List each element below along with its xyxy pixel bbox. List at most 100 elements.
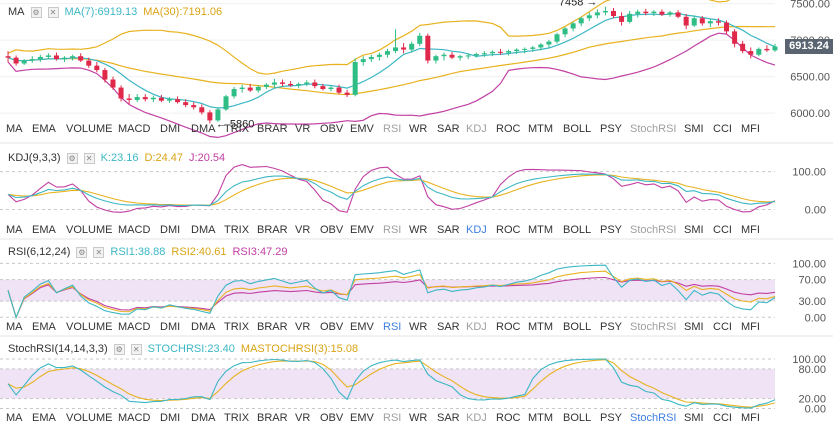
- tab-vr[interactable]: VR: [295, 224, 311, 236]
- tab-cci[interactable]: CCI: [713, 123, 732, 135]
- tab-psy[interactable]: PSY: [600, 321, 623, 333]
- tab-ema[interactable]: EMA: [32, 321, 56, 333]
- tab-brar[interactable]: BRAR: [257, 123, 288, 135]
- tab-stochrsi[interactable]: StochRSI: [630, 123, 677, 135]
- tab-mfi[interactable]: MFI: [741, 123, 760, 135]
- tab-boll[interactable]: BOLL: [563, 224, 592, 236]
- tab-ma[interactable]: MA: [6, 123, 23, 135]
- tab-sar[interactable]: SAR: [437, 224, 460, 236]
- tab-smi[interactable]: SMI: [684, 321, 704, 333]
- tab-brar[interactable]: BRAR: [257, 412, 288, 424]
- tab-stochrsi[interactable]: StochRSI: [630, 412, 677, 424]
- tab-boll[interactable]: BOLL: [563, 123, 592, 135]
- tab-vr[interactable]: VR: [295, 412, 311, 424]
- tab-obv[interactable]: OBV: [320, 123, 344, 135]
- tab-mfi[interactable]: MFI: [741, 412, 760, 424]
- tab-wr[interactable]: WR: [409, 412, 428, 424]
- close-icon[interactable]: ✕: [130, 343, 142, 355]
- tab-smi[interactable]: SMI: [684, 224, 704, 236]
- tab-macd[interactable]: MACD: [118, 321, 151, 333]
- tab-dma[interactable]: DMA: [191, 224, 216, 236]
- settings-icon[interactable]: ⚙: [113, 343, 125, 355]
- tab-emv[interactable]: EMV: [350, 123, 374, 135]
- tab-volume[interactable]: VOLUME: [66, 321, 113, 333]
- close-icon[interactable]: ✕: [47, 6, 59, 18]
- tab-ema[interactable]: EMA: [32, 224, 56, 236]
- tab-sar[interactable]: SAR: [437, 412, 460, 424]
- tab-volume[interactable]: VOLUME: [66, 412, 113, 424]
- tab-dma[interactable]: DMA: [191, 123, 216, 135]
- tab-psy[interactable]: PSY: [600, 224, 623, 236]
- tab-kdj[interactable]: KDJ: [466, 321, 487, 333]
- tab-roc[interactable]: ROC: [496, 224, 521, 236]
- tab-psy[interactable]: PSY: [600, 123, 623, 135]
- tab-cci[interactable]: CCI: [713, 224, 732, 236]
- tab-rsi[interactable]: RSI: [383, 321, 402, 333]
- tab-cci[interactable]: CCI: [713, 412, 732, 424]
- tab-roc[interactable]: ROC: [496, 412, 521, 424]
- tab-mfi[interactable]: MFI: [741, 224, 760, 236]
- tab-dma[interactable]: DMA: [191, 321, 216, 333]
- close-icon[interactable]: ✕: [83, 152, 95, 164]
- tab-macd[interactable]: MACD: [118, 123, 151, 135]
- tab-sar[interactable]: SAR: [437, 321, 460, 333]
- tab-dmi[interactable]: DMI: [160, 412, 181, 424]
- tab-wr[interactable]: WR: [409, 224, 428, 236]
- tab-mtm[interactable]: MTM: [528, 412, 554, 424]
- tab-brar[interactable]: BRAR: [257, 321, 288, 333]
- tab-mtm[interactable]: MTM: [528, 224, 554, 236]
- tab-dmi[interactable]: DMI: [160, 224, 181, 236]
- tab-trix[interactable]: TRIX: [224, 224, 250, 236]
- tab-ma[interactable]: MA: [6, 321, 23, 333]
- tab-psy[interactable]: PSY: [600, 412, 623, 424]
- tab-kdj[interactable]: KDJ: [466, 412, 487, 424]
- tab-wr[interactable]: WR: [409, 123, 428, 135]
- tab-cci[interactable]: CCI: [713, 321, 732, 333]
- tab-obv[interactable]: OBV: [320, 412, 344, 424]
- tab-mfi[interactable]: MFI: [741, 321, 760, 333]
- tab-ma[interactable]: MA: [6, 412, 23, 424]
- settings-icon[interactable]: ⚙: [76, 246, 88, 258]
- tab-ema[interactable]: EMA: [32, 123, 56, 135]
- tab-smi[interactable]: SMI: [684, 412, 704, 424]
- tab-emv[interactable]: EMV: [350, 224, 374, 236]
- tab-dmi[interactable]: DMI: [160, 123, 181, 135]
- tab-wr[interactable]: WR: [409, 321, 428, 333]
- tab-roc[interactable]: ROC: [496, 321, 521, 333]
- tab-kdj[interactable]: KDJ: [466, 123, 487, 135]
- tab-macd[interactable]: MACD: [118, 412, 151, 424]
- settings-icon[interactable]: ⚙: [30, 6, 42, 18]
- tab-dma[interactable]: DMA: [191, 412, 216, 424]
- close-icon[interactable]: ✕: [93, 246, 105, 258]
- settings-icon[interactable]: ⚙: [66, 152, 78, 164]
- tab-stochrsi[interactable]: StochRSI: [630, 321, 677, 333]
- tab-emv[interactable]: EMV: [350, 321, 374, 333]
- tab-emv[interactable]: EMV: [350, 412, 374, 424]
- tab-vr[interactable]: VR: [295, 321, 311, 333]
- tab-kdj[interactable]: KDJ: [466, 224, 487, 236]
- tab-brar[interactable]: BRAR: [257, 224, 288, 236]
- tab-macd[interactable]: MACD: [118, 224, 151, 236]
- tab-ema[interactable]: EMA: [32, 412, 56, 424]
- tab-trix[interactable]: TRIX: [224, 412, 250, 424]
- tab-vr[interactable]: VR: [295, 123, 311, 135]
- tab-dmi[interactable]: DMI: [160, 321, 181, 333]
- tab-rsi[interactable]: RSI: [383, 224, 402, 236]
- tab-boll[interactable]: BOLL: [563, 321, 592, 333]
- tab-rsi[interactable]: RSI: [383, 412, 402, 424]
- tab-mtm[interactable]: MTM: [528, 123, 554, 135]
- tab-rsi[interactable]: RSI: [383, 123, 402, 135]
- tab-mtm[interactable]: MTM: [528, 321, 554, 333]
- tab-stochrsi[interactable]: StochRSI: [630, 224, 677, 236]
- tab-boll[interactable]: BOLL: [563, 412, 592, 424]
- tab-smi[interactable]: SMI: [684, 123, 704, 135]
- tab-trix[interactable]: TRIX: [224, 123, 250, 135]
- tab-obv[interactable]: OBV: [320, 321, 344, 333]
- tab-volume[interactable]: VOLUME: [66, 123, 113, 135]
- tab-sar[interactable]: SAR: [437, 123, 460, 135]
- tab-trix[interactable]: TRIX: [224, 321, 250, 333]
- tab-roc[interactable]: ROC: [496, 123, 521, 135]
- tab-obv[interactable]: OBV: [320, 224, 344, 236]
- tab-volume[interactable]: VOLUME: [66, 224, 113, 236]
- tab-ma[interactable]: MA: [6, 224, 23, 236]
